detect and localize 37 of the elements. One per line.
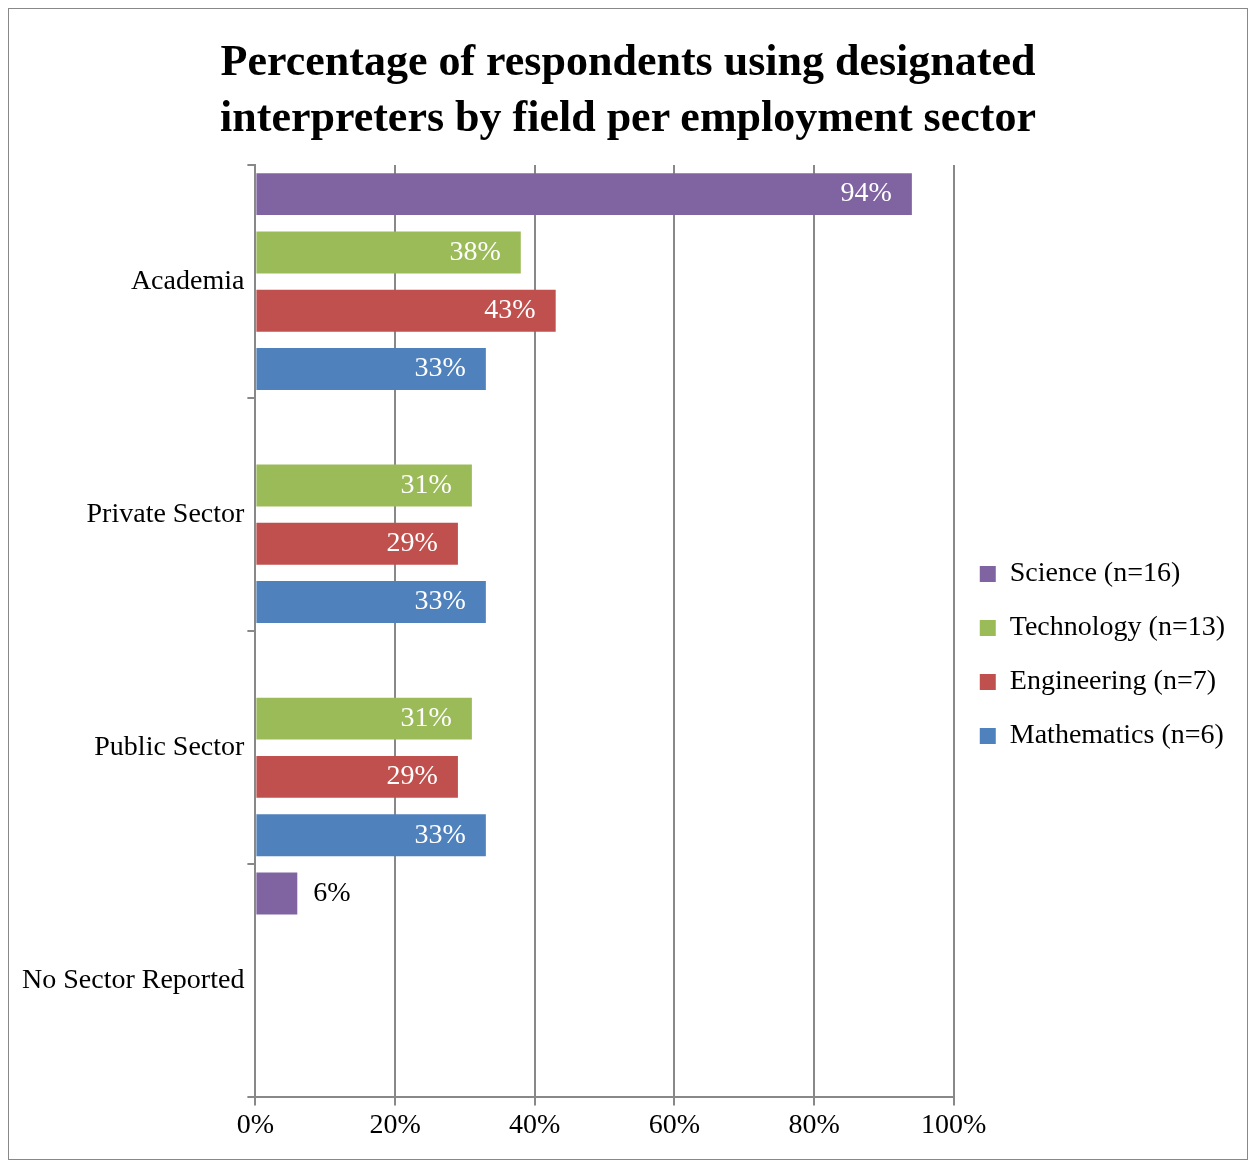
bar [256, 231, 521, 274]
data-label: 31% [400, 700, 452, 732]
y-tick-label: Private Sector [86, 497, 246, 529]
bar [256, 173, 912, 216]
y-tick-label: No Sector Reported [22, 963, 245, 995]
bar [256, 581, 486, 624]
data-label: 38% [449, 234, 501, 266]
x-tick-label: 20% [369, 1107, 421, 1139]
bar [256, 814, 486, 857]
legend-label: Science (n=16) [1009, 556, 1181, 588]
y-tick-label: Academia [130, 263, 245, 295]
legend-label: Mathematics (n=6) [1009, 718, 1224, 750]
data-label: 29% [386, 759, 438, 791]
bar [256, 347, 486, 390]
y-tick-label: Public Sector [94, 730, 246, 762]
x-tick-label: 80% [788, 1107, 840, 1139]
data-label: 43% [484, 293, 536, 325]
data-label: 94% [840, 176, 892, 208]
bar [256, 872, 298, 915]
data-label: 33% [414, 584, 466, 616]
data-label: 6% [313, 875, 351, 907]
data-label: 31% [400, 467, 452, 499]
x-tick-label: 40% [509, 1107, 561, 1139]
bar [256, 464, 472, 507]
data-label: 29% [386, 526, 438, 558]
x-tick-label: 100% [921, 1107, 987, 1139]
bar [256, 289, 556, 332]
chart-title: Percentage of respondents using designated interpreters by field per employment sector [219, 35, 1037, 143]
x-tick-label: 60% [648, 1107, 701, 1139]
bar [256, 522, 458, 565]
bar [256, 697, 472, 740]
data-label: 33% [414, 351, 466, 383]
x-tick-label: 0% [236, 1107, 275, 1139]
legend-label: Engineering (n=7) [1009, 664, 1217, 696]
bar [256, 755, 458, 798]
data-label: 33% [414, 817, 466, 849]
legend-label: Technology (n=13) [1009, 610, 1226, 642]
